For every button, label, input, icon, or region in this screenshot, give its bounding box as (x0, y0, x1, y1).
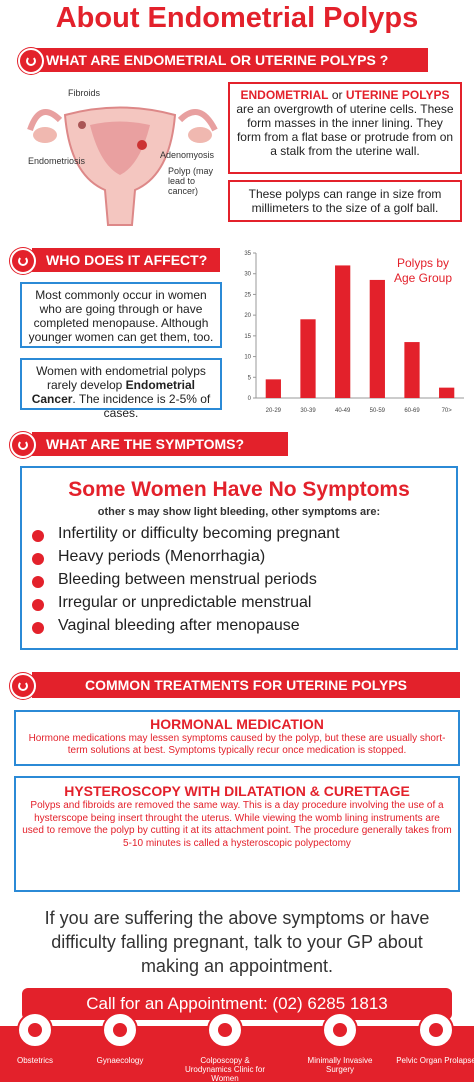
service-label[interactable]: Gynaecology (96, 1056, 144, 1065)
section-heading: WHAT ARE THE SYMPTOMS? (32, 432, 288, 456)
treatment-text: Hormone medications may lessen symptoms … (28, 733, 446, 756)
y-tick-label: 25 (244, 292, 251, 298)
service-icon (102, 1012, 138, 1048)
symptom: Infertility or difficulty becoming pregn… (58, 525, 340, 542)
treatment-text: Polyps and fibroids are removed the same… (22, 800, 452, 849)
y-tick-label: 0 (248, 396, 252, 402)
call-button[interactable]: Call for an Appointment: (02) 6285 1813 (22, 988, 452, 1020)
info-box: Women with endometrial polyps rarely dev… (20, 358, 222, 420)
section-icon (18, 48, 44, 74)
treatment-title: HORMONAL MEDICATION (150, 716, 324, 732)
bar (439, 387, 455, 398)
bullet (32, 622, 44, 634)
x-tick-label: 30-39 (300, 408, 316, 414)
bar-chart: 0 5 10 15 20 25 30 35 20-29 30-39 40-49 50-59 60-69 7… (244, 251, 464, 414)
bar (265, 379, 281, 398)
x-tick-label: 50-59 (370, 408, 386, 414)
service-icon (322, 1012, 358, 1048)
text: . The incidence is 2-5% of cases. (72, 392, 211, 420)
x-tick-label: 60-69 (404, 408, 420, 414)
x-tick-label: 20-29 (266, 408, 282, 414)
service-label[interactable]: Obstetrics (16, 1056, 53, 1065)
bar (404, 342, 420, 398)
symptom: Vaginal bleeding after menopause (58, 617, 300, 634)
symptom: Bleeding between menstrual periods (58, 571, 317, 588)
y-tick-label: 15 (244, 334, 251, 340)
service-icon (17, 1012, 53, 1048)
section-icon (10, 432, 36, 458)
diagram-label: Adenomyosis (160, 150, 215, 160)
bar (335, 265, 351, 398)
definition-box: ENDOMETRIAL or UTERINE POLYPS are an ove… (228, 82, 462, 174)
treatment-title: HYSTEROSCOPY WITH DILATATION & CURETTAGE (64, 783, 410, 799)
service-icon (418, 1012, 454, 1048)
text: are an overgrowth of uterine cells. Thes… (236, 102, 454, 158)
closing-text: If you are suffering the above symptoms … (44, 908, 430, 976)
y-tick-label: 30 (244, 272, 251, 278)
text: or (331, 88, 343, 102)
term: Endometrial Cancer (31, 378, 196, 406)
info-box: Most commonly occur in women who are goi… (20, 282, 222, 348)
symptom: Heavy periods (Menorrhagia) (58, 548, 266, 565)
treatment-box: HYSTEROSCOPY WITH DILATATION & CURETTAGE… (14, 776, 460, 892)
service-label[interactable]: Minimally Invasive Surgery (307, 1056, 373, 1074)
bar (300, 319, 316, 398)
service-label[interactable]: Colposcopy & Urodynamics Clinic for Wome… (184, 1056, 266, 1082)
y-tick-label: 10 (244, 355, 251, 361)
symptoms-box (20, 466, 458, 650)
x-tick-label: 70> (442, 408, 453, 414)
bar (369, 279, 385, 398)
service-label[interactable]: Pelvic Organ Prolapse (396, 1056, 474, 1065)
section-heading: COMMON TREATMENTS FOR UTERINE POLYPS (32, 672, 460, 698)
headline: Some Women Have No Symptoms (68, 478, 410, 501)
term: ENDOMETRIAL (240, 88, 329, 102)
diagram-label: Fibroids (68, 88, 101, 98)
section-heading: WHO DOES IT AFFECT? (32, 248, 220, 272)
section-icon (10, 673, 36, 699)
text: Women with endometrial polyps rarely dev… (36, 364, 206, 392)
section-icon (10, 248, 36, 274)
y-tick-label: 35 (244, 251, 251, 257)
service-icon (207, 1012, 243, 1048)
bullet (32, 599, 44, 611)
y-tick-label: 5 (248, 375, 252, 381)
y-tick-label: 20 (244, 313, 251, 319)
diagram-label: Endometriosis (28, 156, 86, 166)
bullet (32, 530, 44, 542)
page-title: About Endometrial Polyps (55, 2, 419, 34)
uterus-diagram (27, 106, 218, 226)
symptom: Irregular or unpredictable menstrual (58, 594, 312, 611)
diagram-label: Polyp (may lead to cancer) (168, 166, 214, 196)
section-heading: WHAT ARE ENDOMETRIAL OR UTERINE POLYPS ? (32, 48, 428, 72)
treatment-box: HORMONAL MEDICATION Hormone medications … (14, 710, 460, 766)
bullet (32, 576, 44, 588)
subline: other s may show light bleeding, other s… (97, 506, 381, 518)
chart-title: Polyps by Age Group (393, 256, 453, 285)
info-box: These polyps can range in size from mill… (228, 180, 462, 222)
bullet (32, 553, 44, 565)
x-tick-label: 40-49 (335, 408, 351, 414)
term: UTERINE POLYPS (345, 88, 450, 102)
